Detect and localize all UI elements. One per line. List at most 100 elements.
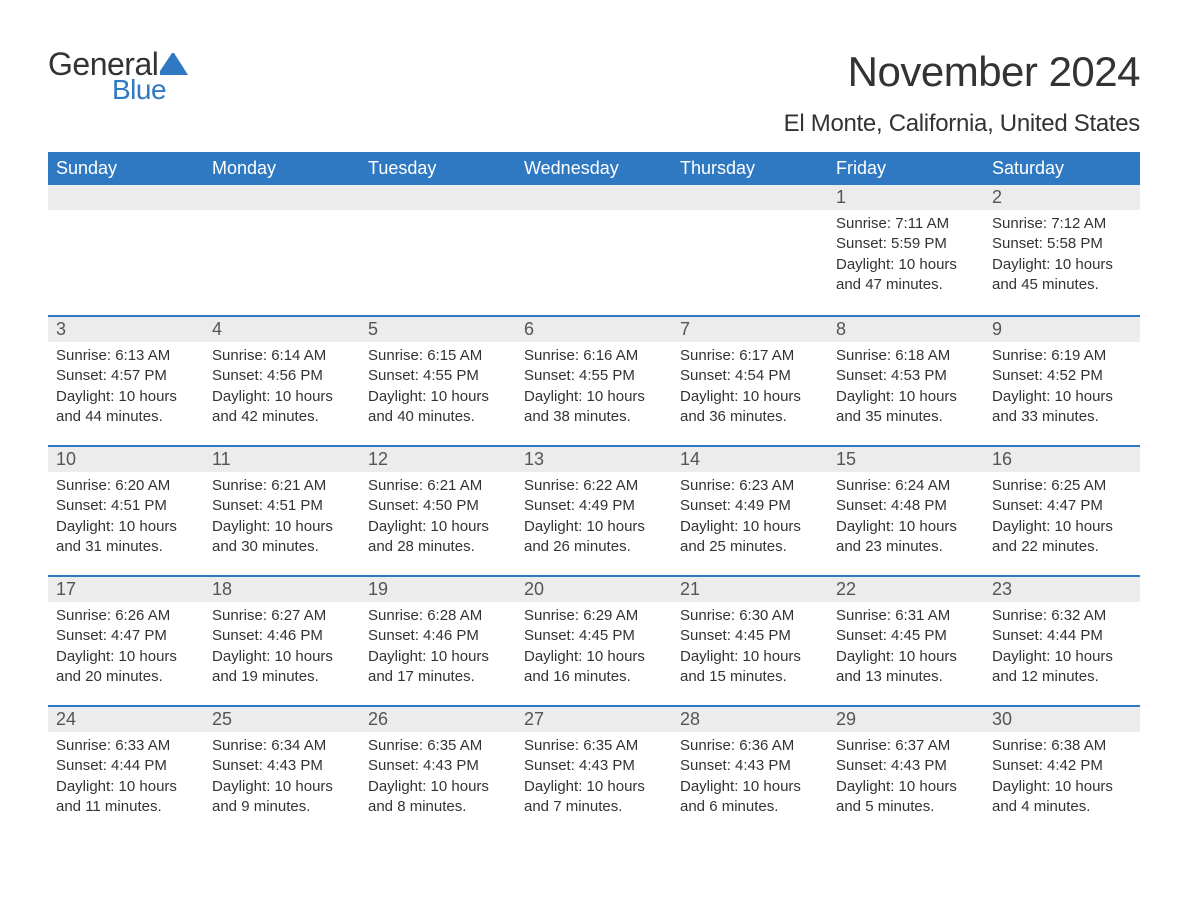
day-number-strip: 11 [204, 447, 360, 472]
sunrise-text: Sunrise: 6:37 AM [836, 736, 976, 756]
daylight-text: Daylight: 10 hours and 9 minutes. [212, 777, 352, 818]
dow-monday: Monday [204, 152, 360, 185]
day-cell: 9Sunrise: 6:19 AMSunset: 4:52 PMDaylight… [984, 317, 1140, 445]
day-number: 4 [212, 319, 222, 339]
daylight-text: Daylight: 10 hours and 4 minutes. [992, 777, 1132, 818]
day-number: 21 [680, 579, 700, 599]
daylight-text: Daylight: 10 hours and 16 minutes. [524, 647, 664, 688]
day-cell: 26Sunrise: 6:35 AMSunset: 4:43 PMDayligh… [360, 707, 516, 835]
day-number-strip: 0 [48, 185, 204, 210]
day-number-strip: 24 [48, 707, 204, 732]
sunset-text: Sunset: 4:54 PM [680, 366, 820, 386]
daylight-text: Daylight: 10 hours and 11 minutes. [56, 777, 196, 818]
daylight-text: Daylight: 10 hours and 8 minutes. [368, 777, 508, 818]
sunrise-text: Sunrise: 7:11 AM [836, 214, 976, 234]
day-cell: 23Sunrise: 6:32 AMSunset: 4:44 PMDayligh… [984, 577, 1140, 705]
sunrise-text: Sunrise: 6:20 AM [56, 476, 196, 496]
sunset-text: Sunset: 4:51 PM [212, 496, 352, 516]
sunset-text: Sunset: 5:58 PM [992, 234, 1132, 254]
sunrise-text: Sunrise: 6:21 AM [368, 476, 508, 496]
day-details: Sunrise: 7:11 AMSunset: 5:59 PMDaylight:… [828, 210, 984, 303]
sunrise-text: Sunrise: 6:35 AM [368, 736, 508, 756]
day-cell-empty: 0 [204, 185, 360, 315]
sunrise-text: Sunrise: 6:35 AM [524, 736, 664, 756]
sunset-text: Sunset: 4:55 PM [368, 366, 508, 386]
day-cell: 5Sunrise: 6:15 AMSunset: 4:55 PMDaylight… [360, 317, 516, 445]
day-number-strip: 23 [984, 577, 1140, 602]
sunrise-text: Sunrise: 6:19 AM [992, 346, 1132, 366]
day-number: 7 [680, 319, 690, 339]
sunset-text: Sunset: 4:48 PM [836, 496, 976, 516]
day-details: Sunrise: 6:21 AMSunset: 4:51 PMDaylight:… [204, 472, 360, 565]
sunrise-text: Sunrise: 6:21 AM [212, 476, 352, 496]
day-cell: 2Sunrise: 7:12 AMSunset: 5:58 PMDaylight… [984, 185, 1140, 315]
day-number-strip: 28 [672, 707, 828, 732]
day-details: Sunrise: 6:31 AMSunset: 4:45 PMDaylight:… [828, 602, 984, 695]
day-number-strip: 4 [204, 317, 360, 342]
sunset-text: Sunset: 4:43 PM [212, 756, 352, 776]
day-number-strip: 18 [204, 577, 360, 602]
day-number-strip: 17 [48, 577, 204, 602]
sunset-text: Sunset: 4:44 PM [56, 756, 196, 776]
week-row: 000001Sunrise: 7:11 AMSunset: 5:59 PMDay… [48, 185, 1140, 315]
sunset-text: Sunset: 4:46 PM [368, 626, 508, 646]
day-cell-empty: 0 [516, 185, 672, 315]
day-cell: 29Sunrise: 6:37 AMSunset: 4:43 PMDayligh… [828, 707, 984, 835]
day-cell: 15 Sunrise: 6:24 AMSunset: 4:48 PMDayligh… [828, 447, 984, 575]
sunset-text: Sunset: 4:43 PM [368, 756, 508, 776]
day-number: 16 [992, 449, 1012, 469]
day-cell: 10Sunrise: 6:20 AMSunset: 4:51 PMDayligh… [48, 447, 204, 575]
day-number-strip: 8 [828, 317, 984, 342]
sunrise-text: Sunrise: 6:32 AM [992, 606, 1132, 626]
day-number: 15 [836, 449, 856, 469]
sunrise-text: Sunrise: 6:33 AM [56, 736, 196, 756]
day-details: Sunrise: 6:18 AMSunset: 4:53 PMDaylight:… [828, 342, 984, 435]
sunrise-text: Sunrise: 6:18 AM [836, 346, 976, 366]
sunrise-text: Sunrise: 6:26 AM [56, 606, 196, 626]
day-number: 17 [56, 579, 76, 599]
daylight-text: Daylight: 10 hours and 22 minutes. [992, 517, 1132, 558]
daylight-text: Daylight: 10 hours and 20 minutes. [56, 647, 196, 688]
daylight-text: Daylight: 10 hours and 28 minutes. [368, 517, 508, 558]
day-details: Sunrise: 6:34 AMSunset: 4:43 PMDaylight:… [204, 732, 360, 825]
sunset-text: Sunset: 4:50 PM [368, 496, 508, 516]
dow-saturday: Saturday [984, 152, 1140, 185]
sunset-text: Sunset: 5:59 PM [836, 234, 976, 254]
day-number: 24 [56, 709, 76, 729]
day-cell-empty: 0 [48, 185, 204, 315]
day-number-strip: 3 [48, 317, 204, 342]
day-number-strip: 5 [360, 317, 516, 342]
daylight-text: Daylight: 10 hours and 19 minutes. [212, 647, 352, 688]
sunset-text: Sunset: 4:53 PM [836, 366, 976, 386]
week-row: 10Sunrise: 6:20 AMSunset: 4:51 PMDayligh… [48, 445, 1140, 575]
day-details: Sunrise: 6:24 AMSunset: 4:48 PMDaylight:… [828, 472, 984, 565]
header: General Blue November 2024 [48, 48, 1140, 104]
day-number: 3 [56, 319, 66, 339]
day-number: 5 [368, 319, 378, 339]
day-details: Sunrise: 6:16 AMSunset: 4:55 PMDaylight:… [516, 342, 672, 435]
day-number-strip: 13 [516, 447, 672, 472]
day-number-strip: 0 [360, 185, 516, 210]
sunset-text: Sunset: 4:45 PM [524, 626, 664, 646]
sunset-text: Sunset: 4:52 PM [992, 366, 1132, 386]
daylight-text: Daylight: 10 hours and 6 minutes. [680, 777, 820, 818]
day-details: Sunrise: 6:30 AMSunset: 4:45 PMDaylight:… [672, 602, 828, 695]
day-number-strip: 19 [360, 577, 516, 602]
dow-sunday: Sunday [48, 152, 204, 185]
daylight-text: Daylight: 10 hours and 35 minutes. [836, 387, 976, 428]
daylight-text: Daylight: 10 hours and 13 minutes. [836, 647, 976, 688]
day-number-strip: 7 [672, 317, 828, 342]
day-details: Sunrise: 6:36 AMSunset: 4:43 PMDaylight:… [672, 732, 828, 825]
day-details: Sunrise: 6:21 AMSunset: 4:50 PMDaylight:… [360, 472, 516, 565]
daylight-text: Daylight: 10 hours and 7 minutes. [524, 777, 664, 818]
day-cell-empty: 0 [672, 185, 828, 315]
day-cell: 12Sunrise: 6:21 AMSunset: 4:50 PMDayligh… [360, 447, 516, 575]
location-subtitle: El Monte, California, United States [48, 110, 1140, 138]
day-number-strip: 2 [984, 185, 1140, 210]
day-cell: 7Sunrise: 6:17 AMSunset: 4:54 PMDaylight… [672, 317, 828, 445]
sunset-text: Sunset: 4:43 PM [836, 756, 976, 776]
daylight-text: Daylight: 10 hours and 47 minutes. [836, 255, 976, 296]
daylight-text: Daylight: 10 hours and 26 minutes. [524, 517, 664, 558]
day-number: 22 [836, 579, 856, 599]
day-details: Sunrise: 6:22 AMSunset: 4:49 PMDaylight:… [516, 472, 672, 565]
